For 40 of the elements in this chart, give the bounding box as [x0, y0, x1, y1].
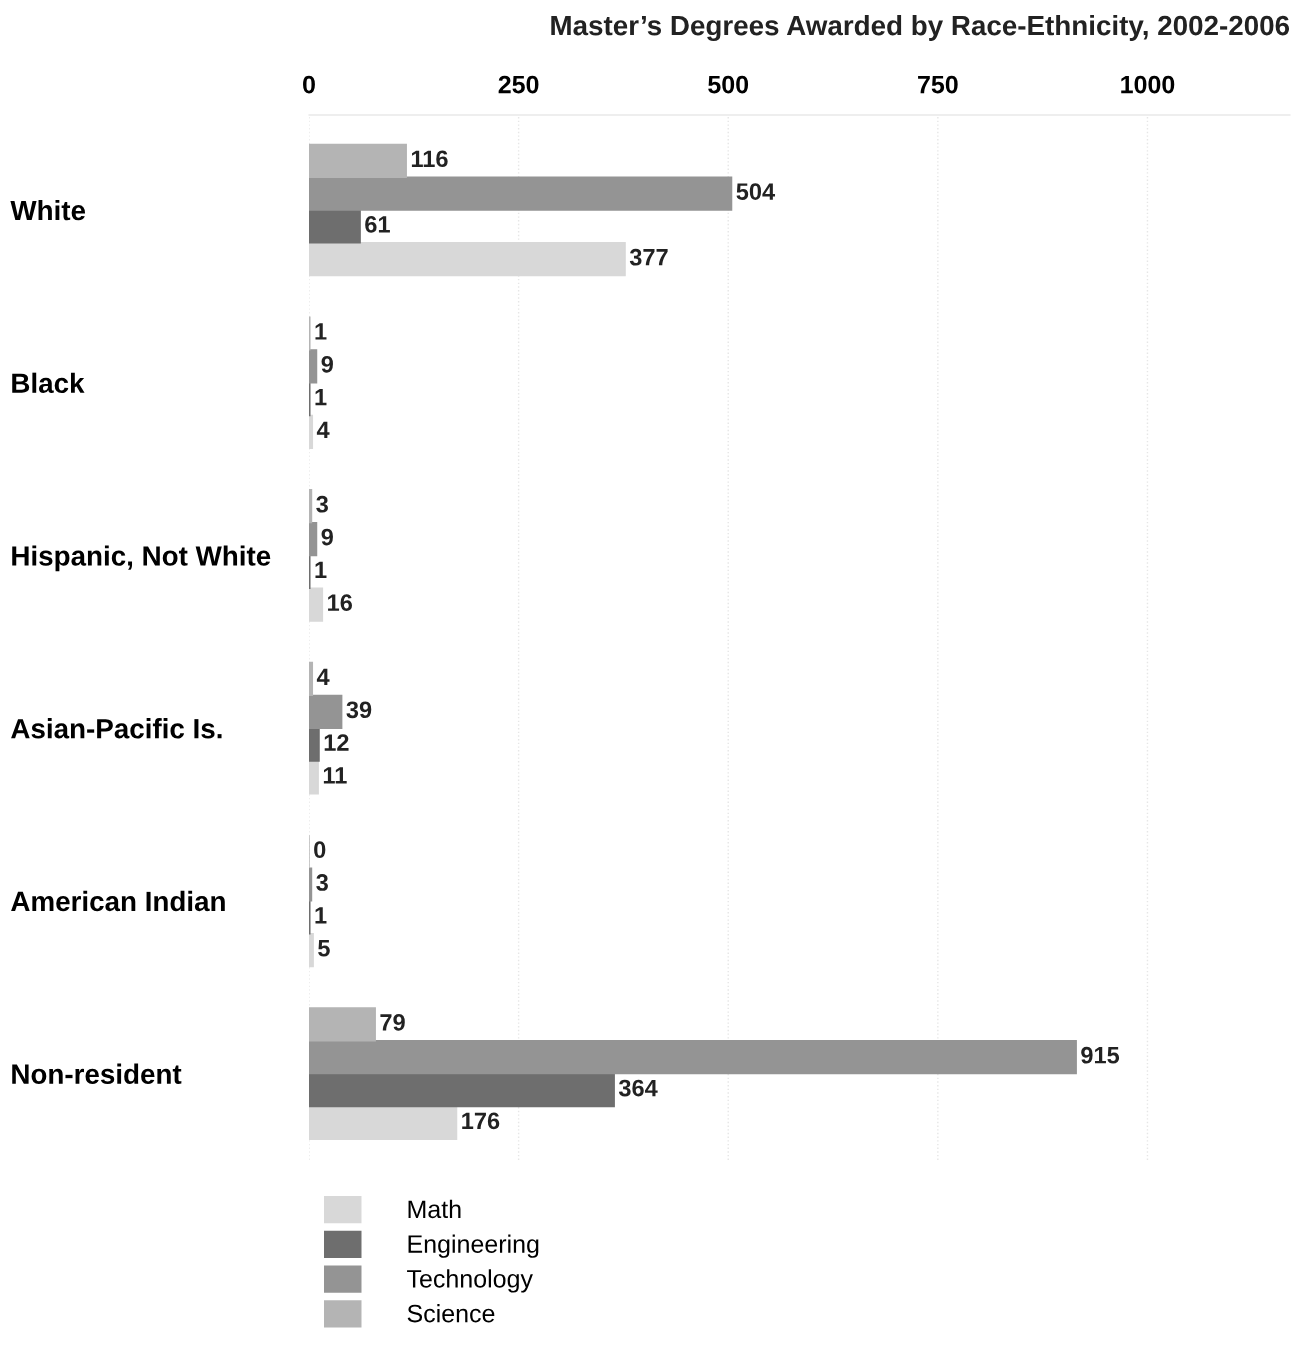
data-label: 16	[328, 594, 352, 612]
y-tick-label: Black	[12, 372, 85, 394]
y-tick-label: Asian-Pacific Is.	[11, 718, 222, 739]
data-label: 4	[316, 421, 330, 439]
data-label: 3	[316, 874, 328, 891]
data-label: 1	[315, 389, 327, 406]
data-label: 1	[315, 561, 327, 578]
y-tick-label: American Indian	[11, 890, 225, 912]
data-label: 61	[365, 216, 390, 233]
x-tick-label: 500	[708, 75, 749, 94]
data-label: 39	[346, 701, 372, 719]
x-tick-label: 750	[918, 75, 958, 94]
data-label: 1	[315, 907, 327, 924]
data-label: 11	[323, 767, 347, 784]
legend-label: Math	[408, 1199, 461, 1219]
data-label: 79	[380, 1014, 405, 1031]
data-label: 9	[321, 355, 333, 373]
data-label: 12	[324, 734, 349, 751]
y-tick-label: Hispanic, Not White	[12, 545, 271, 572]
data-label: 116	[411, 150, 448, 168]
x-tick-label: 1000	[1121, 75, 1175, 94]
data-label: 364	[618, 1079, 658, 1097]
y-tick-label: White	[10, 199, 86, 221]
legend-label: Engineering	[408, 1234, 539, 1258]
legend-label: Science	[407, 1304, 495, 1323]
data-label: 5	[318, 940, 330, 957]
data-label: 3	[316, 495, 328, 513]
data-label: 915	[1081, 1046, 1120, 1064]
x-tick-label: 0	[303, 75, 315, 94]
data-label: 176	[462, 1112, 500, 1130]
x-tick-label: 250	[498, 75, 539, 94]
data-label: 4	[316, 668, 330, 686]
chart-title: Master’s Degrees Awarded by Race-Ethnicity, 2002-2006	[551, 14, 1290, 42]
y-tick-label: Non-resident	[12, 1063, 182, 1084]
data-label: 377	[629, 248, 668, 266]
data-label: 0	[314, 841, 326, 859]
legend-label: Technology	[407, 1269, 533, 1293]
data-label: 9	[321, 528, 333, 546]
data-label: 504	[736, 183, 776, 200]
data-label: 1	[315, 323, 327, 340]
